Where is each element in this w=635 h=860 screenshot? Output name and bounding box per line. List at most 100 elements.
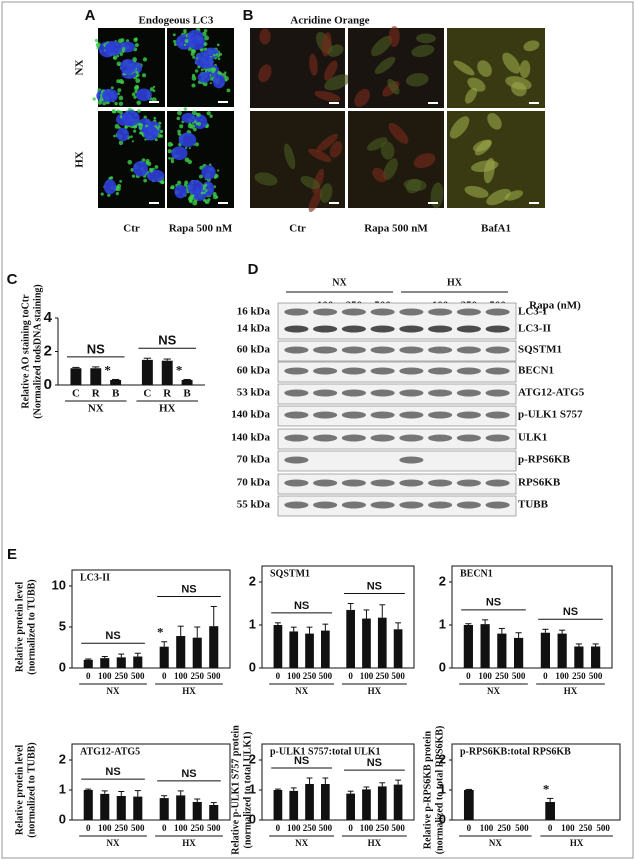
puncta (118, 95, 124, 101)
puncta (149, 168, 154, 173)
puncta (201, 31, 207, 37)
annotation: * (543, 781, 550, 796)
scale-bar (218, 202, 228, 204)
puncta (216, 43, 220, 47)
scale-bar (149, 202, 159, 204)
puncta (177, 132, 181, 136)
x-tick-label: 0 (466, 671, 471, 681)
label: (normalized to TUBB) (26, 579, 37, 674)
scale-bar (529, 202, 539, 204)
blot-strip (277, 473, 517, 495)
y-tick-label: 1 (439, 616, 446, 631)
puncta (120, 115, 123, 118)
nucleus (146, 169, 165, 182)
nucleus (116, 127, 129, 142)
x-tick-label: 250 (303, 823, 317, 833)
blot-band (428, 411, 453, 419)
cell (411, 44, 435, 58)
x-tick-label: 250 (376, 823, 390, 833)
nucleus (187, 29, 204, 45)
blot-band (485, 479, 510, 487)
label: HX (564, 686, 578, 696)
cell (519, 60, 531, 79)
y-tick-label: 2 (439, 751, 446, 766)
cell (367, 137, 388, 151)
puncta (184, 180, 189, 185)
puncta (194, 69, 199, 73)
puncta (112, 55, 118, 60)
puncta (131, 92, 136, 97)
blot-band (341, 479, 366, 487)
y-tick-label: 2 (439, 573, 446, 588)
puncta (204, 199, 210, 204)
blot-band (399, 389, 424, 397)
label: ATG12-ATG5 (80, 746, 140, 757)
blot-band (485, 434, 510, 442)
puncta (130, 135, 133, 139)
puncta (188, 147, 191, 150)
nucleus (197, 72, 211, 83)
puncta (124, 125, 129, 129)
puncta (200, 191, 204, 195)
x-tick-label: 500 (207, 823, 221, 833)
label: 60 kDa (237, 344, 271, 356)
x-tick-label: 100 (287, 671, 301, 681)
blot-band (428, 308, 453, 316)
puncta (177, 129, 181, 134)
bar (192, 802, 202, 820)
x-tick-label: 250 (190, 671, 204, 681)
nucleus (201, 165, 216, 180)
cell (464, 87, 478, 104)
scale-bar (529, 102, 539, 104)
cell (487, 112, 502, 130)
label: (normalized to TUBB) (26, 742, 37, 837)
cell (314, 90, 341, 102)
label: NS (367, 757, 382, 769)
bar (100, 793, 110, 820)
puncta (197, 121, 202, 126)
label: Relative protein level (14, 745, 25, 836)
puncta (212, 194, 218, 200)
bar (116, 657, 126, 668)
scale-bar (428, 202, 438, 204)
micrograph (447, 111, 545, 208)
puncta (119, 180, 123, 183)
bar (393, 784, 403, 820)
puncta (191, 83, 196, 88)
cell (467, 77, 486, 92)
micrograph (348, 111, 444, 209)
blot-band (284, 367, 309, 375)
x-tick-label: 250 (190, 823, 204, 833)
blot-band (370, 389, 395, 397)
micrograph (167, 107, 234, 208)
blot-band (485, 501, 510, 509)
cell (374, 56, 396, 75)
bar (305, 633, 314, 668)
puncta (134, 84, 139, 90)
puncta (191, 49, 196, 54)
label: A (85, 7, 96, 24)
y-tick-label: 10 (52, 577, 66, 592)
y-tick-label: 1 (59, 781, 66, 796)
blot-band (399, 456, 424, 464)
cell (511, 81, 527, 97)
label: NX (489, 838, 502, 848)
cell (523, 40, 540, 52)
puncta (116, 54, 120, 58)
cell (383, 158, 398, 181)
puncta (143, 178, 147, 183)
puncta (167, 149, 172, 154)
blot-band (399, 367, 424, 375)
bar (480, 624, 490, 668)
y-tick-label: 0 (249, 811, 256, 826)
puncta (137, 122, 142, 127)
label: LC3-II (80, 572, 110, 583)
bar (141, 359, 153, 385)
blot-band (399, 308, 424, 316)
cell (430, 182, 444, 209)
x-tick-label: 0 (86, 823, 91, 833)
x-tick-label: 250 (376, 671, 390, 681)
x-tick-label: 100 (478, 671, 492, 681)
puncta (142, 57, 148, 62)
x-tick-label: 0 (348, 823, 353, 833)
